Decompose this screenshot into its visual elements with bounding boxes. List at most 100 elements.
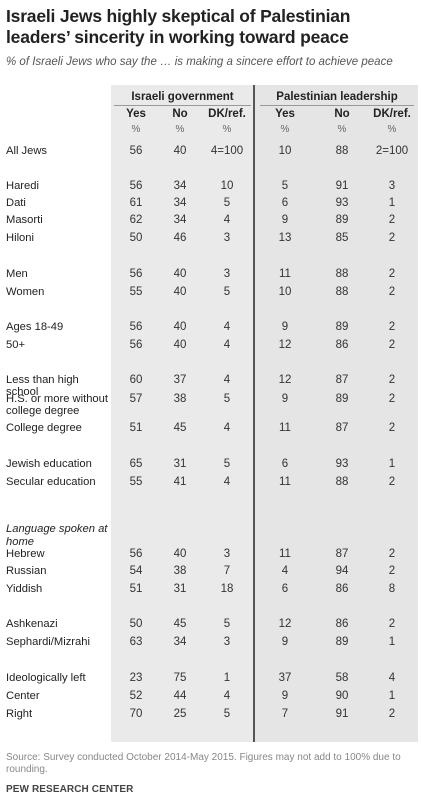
table-cell: 5 xyxy=(223,393,231,405)
table-cell: 54 xyxy=(129,565,143,577)
table-cell: 40 xyxy=(173,286,187,298)
table-cell: 88 xyxy=(335,286,349,298)
chart-title: Israeli Jews highly skeptical of Palesti… xyxy=(6,6,351,47)
table-cell: 89 xyxy=(335,214,349,226)
table-cell: 4 xyxy=(223,422,231,434)
table-cell: 88 xyxy=(335,145,349,157)
table-row: Ages 18-49 56 40 4 9 89 2 xyxy=(0,321,421,337)
row-label: Men xyxy=(6,268,28,280)
table-cell: 12 xyxy=(278,374,292,386)
table-cell: 88 xyxy=(335,476,349,488)
table-cell: 3 xyxy=(223,548,231,560)
table-row: Men 56 40 3 11 88 2 xyxy=(0,268,421,284)
row-label: All Jews xyxy=(6,145,48,157)
table-cell: 85 xyxy=(335,232,349,244)
row-label: Hiloni xyxy=(6,232,34,244)
column-header-gov-yes: Yes xyxy=(126,108,146,120)
table-cell: 5 xyxy=(223,458,231,470)
row-label: Ideologically left xyxy=(6,672,86,684)
table-cell: 56 xyxy=(129,268,143,280)
table-cell: 2 xyxy=(388,393,396,405)
table-cell: 3 xyxy=(388,180,396,192)
table-row: College degree 51 45 4 11 87 2 xyxy=(0,422,421,438)
table-cell: 86 xyxy=(335,583,349,595)
row-label: Ages 18-49 xyxy=(6,321,64,333)
column-header-pal-dk: DK/ref. xyxy=(373,108,411,120)
row-label: Secular education xyxy=(6,476,96,488)
table-cell: 37 xyxy=(173,374,187,386)
table-cell: 4 xyxy=(223,690,231,702)
table-cell: 46 xyxy=(173,232,187,244)
percent-unit-pal-dk: % xyxy=(387,124,397,135)
table-cell: 63 xyxy=(129,636,143,648)
row-label: Hebrew xyxy=(6,548,45,560)
table-cell: 7 xyxy=(281,708,289,720)
table-cell: 4=100 xyxy=(210,145,244,157)
table-cell: 91 xyxy=(335,180,349,192)
table-cell: 2 xyxy=(388,618,396,630)
table-row: Sephardi/Mizrahi 63 34 3 9 89 1 xyxy=(0,636,421,652)
table-row: Secular education 55 41 4 11 88 2 xyxy=(0,476,421,492)
table-cell: 40 xyxy=(173,548,187,560)
table-cell: 5 xyxy=(223,618,231,630)
table-cell: 45 xyxy=(173,422,187,434)
table-cell: 4 xyxy=(223,476,231,488)
table-cell: 88 xyxy=(335,268,349,280)
table-cell: 2 xyxy=(388,476,396,488)
row-label: College degree xyxy=(6,422,82,434)
table-cell: 23 xyxy=(129,672,143,684)
table-cell: 38 xyxy=(173,393,187,405)
table-cell: 56 xyxy=(129,145,143,157)
table-cell: 40 xyxy=(173,339,187,351)
table-cell: 65 xyxy=(129,458,143,470)
source-note: Source: Survey conducted October 2014-Ma… xyxy=(6,752,401,775)
table-row: Less than high school 60 37 4 12 87 2 xyxy=(0,374,421,398)
table-cell: 45 xyxy=(173,618,187,630)
table-cell: 34 xyxy=(173,197,187,209)
table-cell: 12 xyxy=(278,339,292,351)
row-label: H.S. or more without college degree xyxy=(6,393,108,417)
table-cell: 1 xyxy=(388,197,396,209)
table-cell: 93 xyxy=(335,197,349,209)
table-row: All Jews 56 40 4=100 10 88 2=100 xyxy=(0,145,421,161)
table-cell: 5 xyxy=(223,197,231,209)
table-cell: 25 xyxy=(173,708,187,720)
table-cell: 4 xyxy=(388,672,396,684)
table-cell: 2=100 xyxy=(375,145,409,157)
table-row: Yiddish 51 31 18 6 86 8 xyxy=(0,583,421,599)
group-header-palestinian-leadership: Palestinian leadership xyxy=(260,91,414,106)
group-divider xyxy=(253,85,255,742)
table-cell: 38 xyxy=(173,565,187,577)
table-row: Masorti 62 34 4 9 89 2 xyxy=(0,214,421,230)
table-cell: 9 xyxy=(281,393,289,405)
table-cell: 2 xyxy=(388,339,396,351)
table-cell: 3 xyxy=(223,232,231,244)
table-row: 50+ 56 40 4 12 86 2 xyxy=(0,339,421,355)
table-cell: 34 xyxy=(173,214,187,226)
table-cell: 2 xyxy=(388,321,396,333)
table-cell: 18 xyxy=(220,583,234,595)
group-header-israeli-government: Israeli government xyxy=(114,91,251,106)
column-header-gov-dk: DK/ref. xyxy=(208,108,246,120)
table-cell: 87 xyxy=(335,374,349,386)
table-cell: 58 xyxy=(335,672,349,684)
table-cell: 51 xyxy=(129,422,143,434)
table-cell: 87 xyxy=(335,422,349,434)
table-cell: 6 xyxy=(281,458,289,470)
table-cell: 11 xyxy=(279,422,291,434)
table-cell: 61 xyxy=(129,197,143,209)
table-cell: 91 xyxy=(335,708,349,720)
table-cell: 31 xyxy=(173,458,187,470)
table-cell: 31 xyxy=(173,583,187,595)
table-cell: 9 xyxy=(281,690,289,702)
table-cell: 41 xyxy=(173,476,187,488)
table-cell: 2 xyxy=(388,422,396,434)
table-cell: 1 xyxy=(388,636,396,648)
table-cell: 4 xyxy=(223,214,231,226)
table-cell: 52 xyxy=(129,690,143,702)
chart-subtitle: % of Israeli Jews who say the … is makin… xyxy=(6,56,393,68)
table-cell: 13 xyxy=(278,232,292,244)
row-label: Jewish education xyxy=(6,458,92,470)
table-cell: 89 xyxy=(335,393,349,405)
table-cell: 3 xyxy=(223,268,231,280)
